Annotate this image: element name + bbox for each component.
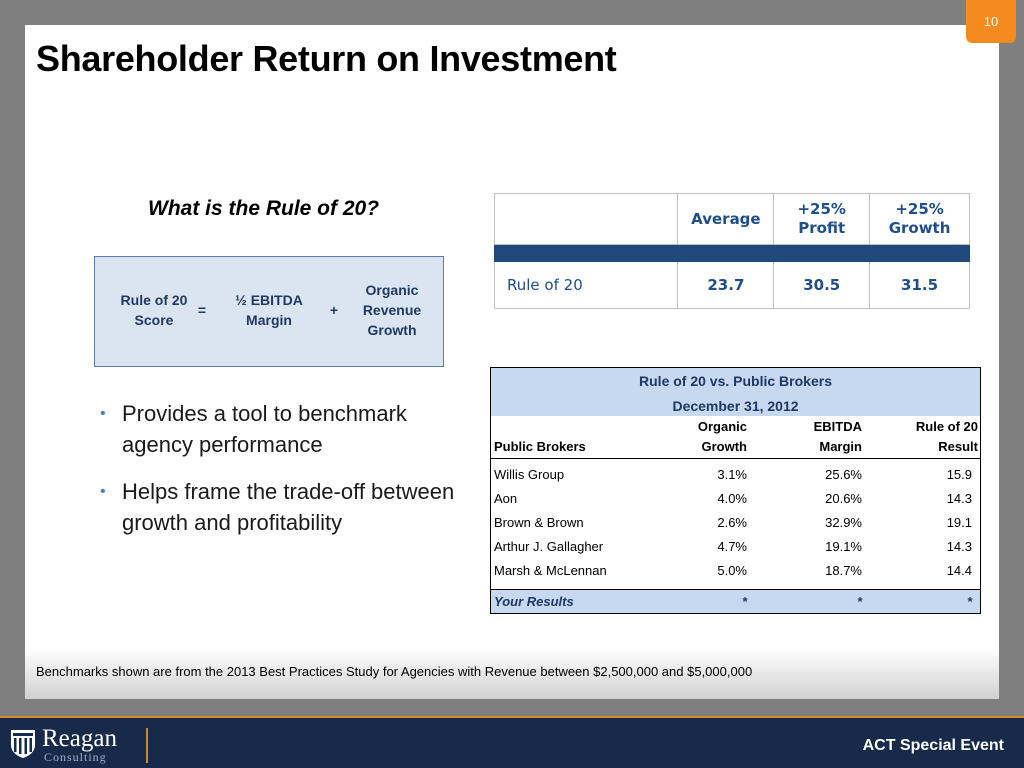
- page-title: Shareholder Return on Investment: [36, 38, 617, 79]
- col-public-brokers: Public Brokers: [494, 439, 586, 454]
- summary-value-growth: 31.5: [869, 261, 970, 309]
- formula-score-line: Score: [134, 312, 174, 328]
- col-organic-bottom: Growth: [701, 439, 748, 454]
- broker-ebitda: 32.9%: [825, 515, 862, 530]
- col-ebitda-top: EBITDA: [813, 419, 862, 434]
- your-results-organic: *: [741, 594, 747, 609]
- broker-result: 19.1: [946, 515, 972, 530]
- summary-header-cell: +25% Growth: [869, 193, 970, 245]
- shield-icon: [11, 730, 35, 758]
- formula-organic-line: Revenue: [362, 302, 422, 318]
- broker-name: Aon: [494, 491, 518, 506]
- broker-name: Willis Group: [494, 467, 565, 482]
- summary-band-cell: [493, 244, 679, 262]
- broker-name: Brown & Brown: [494, 515, 584, 530]
- bullet-item: • Provides a tool to benchmark agency pe…: [98, 398, 478, 460]
- summary-header-cell: +25% Profit: [773, 193, 871, 245]
- summary-header-cell: Average: [677, 193, 775, 245]
- your-results-row: Your Results * * *: [491, 589, 980, 613]
- summary-header-cell: [493, 193, 679, 245]
- table-row: Arthur J. Gallagher 4.7% 19.1% 14.3: [491, 535, 980, 559]
- broker-result: 14.3: [946, 491, 972, 506]
- bullet-dot-icon: •: [100, 483, 106, 500]
- col-ebitda-bottom: Margin: [819, 439, 862, 454]
- bullet-dot-icon: •: [100, 405, 106, 422]
- bullet-item: • Helps frame the trade-off between grow…: [98, 476, 478, 538]
- broker-result: 14.4: [946, 563, 972, 578]
- rule-question: What is the Rule of 20?: [148, 197, 380, 220]
- broker-organic: 5.0%: [717, 563, 747, 578]
- logo-sub: Consulting: [44, 750, 107, 764]
- brokers-table-date: December 31, 2012: [672, 398, 799, 414]
- summary-data-row: Rule of 20 23.7 30.5 31.5: [493, 261, 970, 309]
- bullet-text: Provides a tool to benchmark agency perf…: [122, 401, 407, 457]
- broker-organic: 4.0%: [717, 491, 747, 506]
- summary-band-cell: [677, 244, 775, 262]
- brokers-column-headers: Public Brokers Organic Growth EBITDA Mar…: [491, 416, 980, 459]
- formula-ebitda: ½ EBITDA Margin: [223, 290, 315, 330]
- brokers-table-title: Rule of 20 vs. Public Brokers: [639, 373, 832, 389]
- logo-divider: [146, 728, 148, 763]
- summary-band-row: [493, 244, 970, 262]
- table-row: Aon 4.0% 20.6% 14.3: [491, 487, 980, 511]
- bullet-list: • Provides a tool to benchmark agency pe…: [98, 398, 478, 554]
- table-row: Marsh & McLennan 5.0% 18.7% 14.4: [491, 559, 980, 583]
- formula-score: Rule of 20 Score: [113, 290, 195, 330]
- brokers-table-header: Rule of 20 vs. Public Brokers December 3…: [491, 368, 980, 416]
- summary-row-label: Rule of 20: [493, 261, 679, 309]
- footnote: Benchmarks shown are from the 2013 Best …: [36, 664, 753, 679]
- broker-result: 14.3: [946, 539, 972, 554]
- formula-organic-line: Organic: [365, 282, 419, 298]
- formula-score-line: Rule of 20: [120, 292, 188, 308]
- formula-organic-line: Growth: [367, 322, 417, 338]
- formula-ebitda-line: Margin: [246, 312, 292, 328]
- page-number: 10: [966, 0, 1016, 43]
- rule-of-20-summary-table: Average +25% Profit +25% Growth Rule of …: [493, 193, 970, 309]
- formula-organic: Organic Revenue Growth: [349, 280, 435, 340]
- summary-header-row: Average +25% Profit +25% Growth: [493, 193, 970, 245]
- summary-value-average: 23.7: [677, 261, 775, 309]
- bullet-text: Helps frame the trade-off between growth…: [122, 479, 455, 535]
- broker-ebitda: 20.6%: [825, 491, 862, 506]
- broker-ebitda: 25.6%: [825, 467, 862, 482]
- broker-organic: 3.1%: [717, 467, 747, 482]
- footer-band: [25, 648, 999, 699]
- summary-band-cell: [869, 244, 970, 262]
- broker-name: Marsh & McLennan: [494, 563, 607, 578]
- your-results-label: Your Results: [494, 594, 574, 609]
- broker-ebitda: 18.7%: [825, 563, 862, 578]
- formula-ebitda-line: ½ EBITDA: [235, 292, 303, 308]
- your-results-result: *: [966, 594, 972, 609]
- col-result-top: Rule of 20: [915, 419, 978, 434]
- broker-result: 15.9: [946, 467, 972, 482]
- broker-name: Arthur J. Gallagher: [494, 539, 604, 554]
- your-results-ebitda: *: [856, 594, 862, 609]
- table-row: Brown & Brown 2.6% 32.9% 19.1: [491, 511, 980, 535]
- summary-value-profit: 30.5: [773, 261, 871, 309]
- broker-ebitda: 19.1%: [825, 539, 862, 554]
- broker-organic: 4.7%: [717, 539, 747, 554]
- broker-organic: 2.6%: [717, 515, 747, 530]
- public-brokers-table: Rule of 20 vs. Public Brokers December 3…: [490, 367, 981, 614]
- logo-name: Reagan: [42, 725, 117, 752]
- formula-equals: =: [197, 302, 207, 318]
- summary-band-cell: [773, 244, 871, 262]
- col-result-bottom: Result: [938, 439, 978, 454]
- event-name: ACT Special Event: [862, 737, 1004, 754]
- bottom-bar: Reagan Consulting ACT Special Event: [0, 716, 1024, 768]
- table-row: Willis Group 3.1% 25.6% 15.9: [491, 463, 980, 487]
- formula-plus: +: [329, 302, 339, 318]
- formula-box: Rule of 20 Score = ½ EBITDA Margin + Org…: [94, 256, 444, 367]
- col-organic-top: Organic: [697, 419, 747, 434]
